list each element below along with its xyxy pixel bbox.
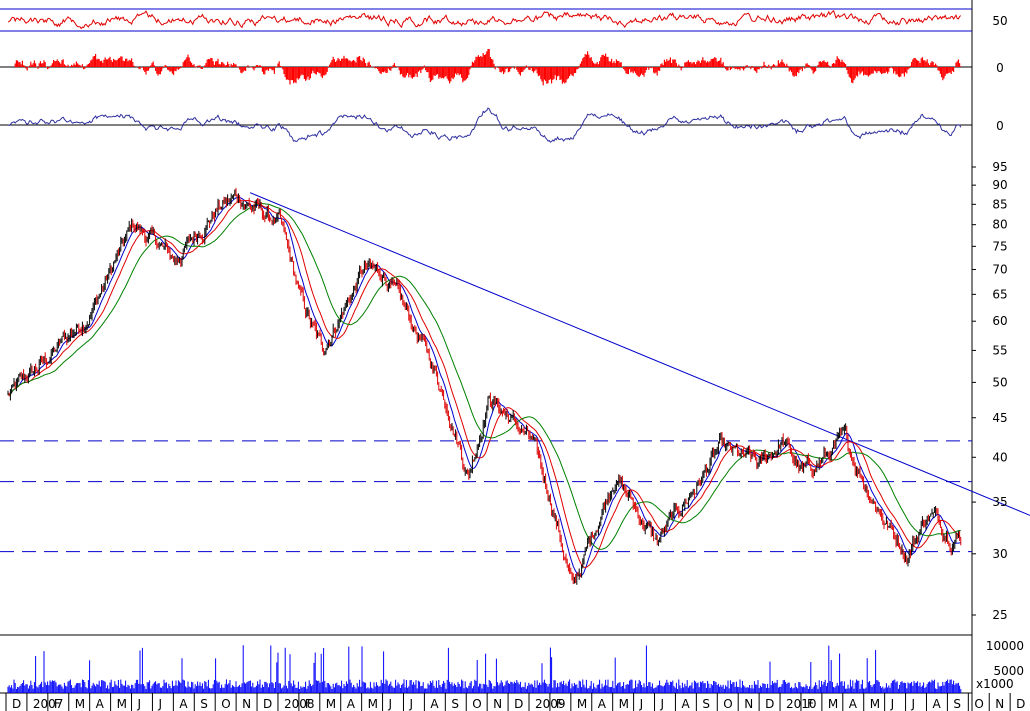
x-tick-label: M	[326, 697, 336, 711]
x-tick-label: F	[556, 697, 563, 711]
moving-average-line	[7, 199, 962, 569]
x-tick-label: D	[514, 697, 523, 711]
price-panel	[0, 187, 1030, 585]
price-tick-label: 75	[992, 239, 1007, 253]
x-tick-label: F	[305, 697, 312, 711]
x-tick-label: O	[974, 697, 983, 711]
x-tick-label: A	[179, 697, 188, 711]
x-tick-label: M	[75, 697, 85, 711]
oscillator-2-line	[7, 107, 962, 143]
x-tick-label: O	[723, 697, 732, 711]
price-tick-label: 35	[992, 495, 1007, 509]
price-tick-label: 60	[992, 314, 1007, 328]
price-tick-label: 50	[992, 375, 1007, 389]
x-tick-label: J	[660, 697, 665, 711]
x-tick-label: F	[54, 697, 61, 711]
y-axis-labels: 5000959085807570656055504540353025100005…	[972, 14, 1024, 691]
x-tick-label: A	[598, 697, 607, 711]
x-tick-label: M	[870, 697, 880, 711]
price-tick-label: 65	[992, 287, 1007, 301]
histogram-tick-label: 0	[996, 61, 1004, 75]
histogram-panel	[0, 49, 972, 86]
x-tick-label: J	[408, 697, 413, 711]
x-tick-label: N	[493, 697, 502, 711]
x-tick-label: M	[117, 697, 127, 711]
price-tick-label: 25	[992, 608, 1007, 622]
price-tick-label: 85	[992, 197, 1007, 211]
x-tick-label: O	[472, 697, 481, 711]
x-tick-label: D	[765, 697, 774, 711]
oscillator-1-panel	[0, 8, 972, 32]
x-tick-label: A	[849, 697, 858, 711]
price-tick-label: 45	[992, 411, 1007, 425]
x-tick-label: N	[995, 697, 1004, 711]
x-tick-label: S	[702, 697, 710, 711]
oscillator-2-panel	[0, 107, 972, 143]
x-tick-label: A	[96, 697, 105, 711]
x-tick-label: O	[221, 697, 230, 711]
price-tick-label: 80	[992, 218, 1007, 232]
x-tick-label: D	[1016, 697, 1025, 711]
volume-tick-label: 5000	[993, 664, 1024, 678]
x-tick-label: A	[681, 697, 690, 711]
oscillator-2-tick-label: 0	[996, 119, 1004, 133]
volume-panel	[7, 645, 962, 693]
x-tick-label: N	[242, 697, 251, 711]
moving-average-line	[7, 196, 961, 577]
x-tick-label: J	[911, 697, 916, 711]
x-tick-label: S	[200, 697, 208, 711]
volume-tick-label: 10000	[986, 639, 1024, 653]
price-tick-label: 70	[992, 262, 1007, 276]
x-tick-label: M	[619, 697, 629, 711]
price-tick-label: 55	[992, 343, 1007, 357]
x-tick-label: M	[368, 697, 378, 711]
price-tick-label: 90	[992, 178, 1007, 192]
x-tick-label: J	[137, 697, 142, 711]
x-tick-label: A	[347, 697, 356, 711]
x-tick-label: J	[388, 697, 393, 711]
x-tick-label: M	[577, 697, 587, 711]
x-tick-label: J	[157, 697, 162, 711]
x-tick-label: J	[890, 697, 895, 711]
moving-average-line	[7, 202, 961, 550]
price-tick-label: 40	[992, 450, 1007, 464]
x-tick-label: S	[953, 697, 961, 711]
x-tick-label: D	[263, 697, 272, 711]
x-tick-label: A	[932, 697, 941, 711]
x-tick-label: J	[639, 697, 644, 711]
oscillator-1-tick-label: 50	[992, 14, 1007, 28]
price-tick-label: 95	[992, 160, 1007, 174]
x-tick-label: F	[807, 697, 814, 711]
x-tick-label: D	[12, 697, 21, 711]
oscillator-1-line	[7, 9, 962, 30]
price-tick-label: 30	[992, 547, 1007, 561]
x-tick-label: M	[828, 697, 838, 711]
panel-frames	[0, 0, 973, 711]
volume-unit-label: x1000	[976, 677, 1014, 691]
x-tick-label: A	[430, 697, 439, 711]
x-tick-label: S	[451, 697, 459, 711]
downtrend-line	[249, 192, 1030, 516]
x-tick-label: N	[744, 697, 753, 711]
